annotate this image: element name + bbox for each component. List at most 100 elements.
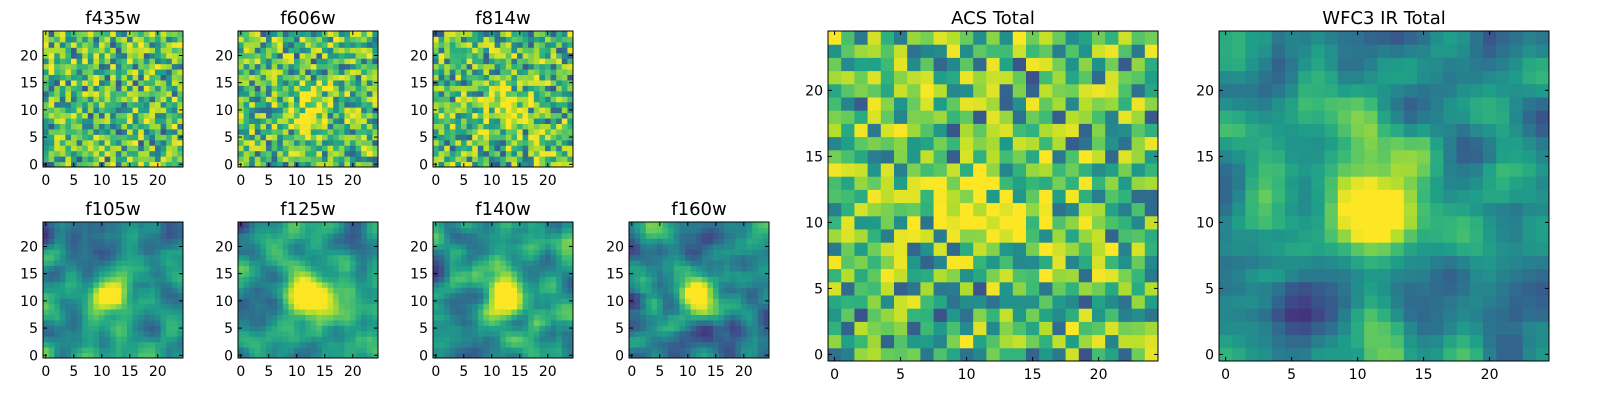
heatmap-cell [127,265,134,272]
heatmap-cell [746,309,753,315]
heatmap-cell [160,101,167,108]
heatmap-cell [93,238,100,245]
heatmap-cell [696,243,703,250]
heatmap-cell [115,325,122,332]
heatmap-cell [110,330,117,337]
heatmap-cell [82,347,89,354]
heatmap-cell [350,145,357,152]
heatmap-cell [500,347,507,354]
heatmap-cell [517,36,524,43]
heatmap-cell [177,139,184,146]
heatmap-cell [115,156,122,163]
heatmap-cell [828,295,842,309]
heatmap-cell [472,243,479,250]
heatmap-cell [327,63,334,70]
heatmap-cell [640,281,647,288]
heatmap-cell [132,36,139,43]
heatmap-cell [93,243,100,250]
heatmap-cell [333,325,340,332]
heatmap-cell [645,341,652,348]
heatmap-cell [333,314,340,321]
heatmap-cell [438,352,445,359]
heatmap-cell [249,161,256,168]
heatmap-cell [115,314,122,321]
heatmap-cell [43,292,50,299]
heatmap-cell [99,319,106,326]
heatmap-cell [260,52,267,59]
heatmap-cell [282,118,289,124]
heatmap-cell [973,176,987,190]
heatmap-cell [466,347,473,354]
heatmap-cell [494,145,501,152]
heatmap-cell [177,118,184,124]
heatmap-cell [288,303,295,310]
heatmap-cell [344,281,351,288]
heatmap-cell [110,58,117,65]
heatmap-cell [1144,268,1159,283]
heatmap-cell [567,145,574,152]
heatmap-cell [522,336,529,343]
heatmap-cell [322,238,329,245]
heatmap-cell [685,298,692,305]
heatmap-cell [545,336,552,343]
heatmap-cell [327,69,334,76]
heatmap-cell [138,41,145,48]
heatmap-cell [449,352,456,359]
heatmap-cell [567,347,574,354]
heatmap-cell [277,128,284,135]
heatmap-cell [138,96,145,103]
heatmap-cell [477,298,484,305]
heatmap-cell [171,145,178,152]
heatmap-cell [505,319,512,326]
heatmap-cell [522,150,529,157]
heatmap-cell [461,96,468,103]
heatmap-cell [489,309,496,315]
heatmap-cell [243,227,250,234]
heatmap-cell [322,47,329,54]
heatmap-cell [1078,176,1093,190]
heatmap-cell [651,238,658,245]
heatmap-cell [338,52,345,59]
heatmap-cell [71,63,78,70]
heatmap-cell [511,36,518,43]
heatmap-cell [472,330,479,337]
heatmap-cell [741,314,748,321]
heatmap-cell [121,238,128,245]
heatmap-cell [76,287,83,294]
heatmap-cell [466,41,473,48]
heatmap-cell [444,260,451,267]
heatmap-cell [71,156,78,163]
heatmap-cell [668,298,675,305]
heatmap-cell [477,232,484,239]
heatmap-cell [662,222,669,228]
heatmap-cell [350,254,357,261]
heatmap-cell [999,163,1014,177]
heatmap-cell [438,58,445,65]
heatmap-cell [166,36,173,43]
heatmap-cell [271,63,278,70]
heatmap-cell [282,69,289,76]
heatmap-cell [880,268,895,283]
heatmap-cell [477,161,484,168]
heatmap-cell [299,249,306,256]
heatmap-cell [316,58,323,65]
heatmap-cell [960,281,974,296]
heatmap-cell [696,352,703,359]
heatmap-cell [640,254,647,261]
heatmap-cell [629,276,636,283]
heatmap-cell [132,232,139,239]
heatmap-cell [305,63,312,70]
heatmap-cell [1078,202,1093,217]
heatmap-cell [449,63,456,70]
heatmap-cell [679,309,686,315]
heatmap-cell [121,260,128,267]
panel-title: f814w [475,8,530,29]
heatmap-cell [673,298,680,305]
heatmap-cell [489,281,496,288]
heatmap-cell [729,254,736,261]
heatmap-cell [752,238,759,245]
heatmap-cell [322,309,329,315]
heatmap-cell [355,47,362,54]
x-tick-label: 0 [627,364,636,380]
heatmap-cell [455,79,462,86]
